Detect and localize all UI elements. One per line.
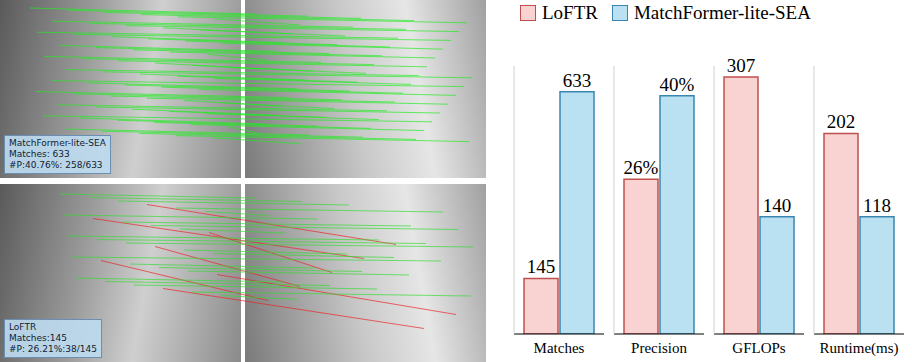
svg-text:145: 145 [527, 256, 556, 277]
svg-text:Runtime(ms): Runtime(ms) [819, 340, 898, 357]
html-text:#P:40.76%: 258/633: #P:40.76%: 258/633 [9, 160, 103, 170]
svg-text:118: 118 [863, 195, 891, 216]
svg-text:633: 633 [563, 70, 592, 91]
svg-text:40%: 40% [660, 74, 695, 95]
html-text:Matches: 633: Matches: 633 [9, 149, 70, 159]
html-text:MatchFormer-lite-SEA: MatchFormer-lite-SEA [9, 138, 106, 148]
svg-text:Precision: Precision [631, 340, 687, 356]
html-text:MatchFormer-lite-SEA: MatchFormer-lite-SEA [634, 2, 811, 23]
svg-text:140: 140 [763, 195, 792, 216]
html-text:LoFTR: LoFTR [542, 2, 598, 23]
html-text:#P: 26.21%:38/145: #P: 26.21%:38/145 [9, 344, 97, 354]
html-text:LoFTR: LoFTR [9, 322, 37, 332]
svg-text:Matches: Matches [534, 340, 585, 356]
svg-text:26%: 26% [624, 157, 659, 178]
svg-text:202: 202 [827, 111, 856, 132]
html-text:Matches:145: Matches:145 [9, 333, 67, 343]
svg-text:307: 307 [727, 55, 756, 76]
svg-text:GFLOPs: GFLOPs [732, 340, 786, 356]
